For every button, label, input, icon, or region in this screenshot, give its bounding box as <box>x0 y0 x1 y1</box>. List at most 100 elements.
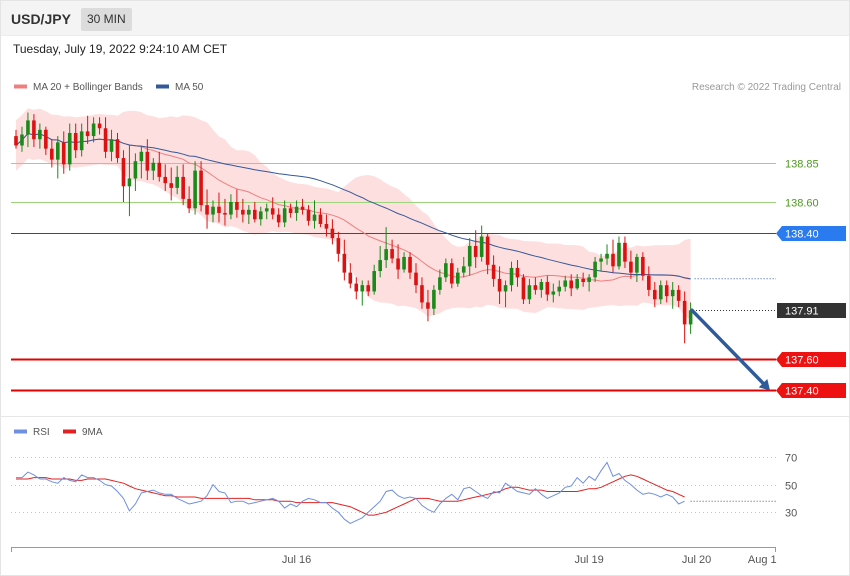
candle-body <box>599 258 603 262</box>
candle-body <box>503 285 508 292</box>
candle-body <box>288 208 293 213</box>
current-price-tag <box>777 303 846 318</box>
candle-body <box>366 285 371 292</box>
candle-body <box>647 275 651 290</box>
candle-body <box>461 266 466 273</box>
candle-body <box>623 242 627 262</box>
level-label-green: 138.60 <box>785 198 819 210</box>
candle-body <box>426 302 430 309</box>
candle-body <box>545 282 550 295</box>
candle-body <box>97 123 102 129</box>
current-price-label: 137.91 <box>785 306 819 318</box>
candle-body <box>300 206 305 210</box>
candle-body <box>121 158 126 187</box>
forecast-arrow-shaft <box>690 308 765 385</box>
candle-body <box>497 278 502 292</box>
candles <box>14 112 693 344</box>
rsi-tick-label: 70 <box>785 453 797 465</box>
x-tick-labels: Jul 16 Jul 19 Jul 20 Aug 1 <box>282 554 777 566</box>
price-levels: 138.85 138.60 138.40 137.91 137.60 137.40 <box>11 159 846 398</box>
candle-body <box>467 245 472 267</box>
candle-body <box>658 285 663 300</box>
rsi-gridlines: 30 50 70 <box>11 453 797 520</box>
candle-body <box>85 131 90 137</box>
price-panel: MA 20 + Bollinger Bands MA 50 Research ©… <box>11 82 846 398</box>
timestamp: Tuesday, July 19, 2022 9:24:10 AM CET <box>13 42 228 56</box>
candle-body <box>73 132 78 151</box>
candle-body <box>115 139 120 159</box>
rsi-legend-label: RSI <box>33 427 50 438</box>
candle-body <box>91 123 96 137</box>
candle-body <box>175 176 179 188</box>
candle-body <box>241 209 245 215</box>
candle-body <box>229 202 233 215</box>
candle-body <box>44 129 48 149</box>
candle-body <box>593 261 597 278</box>
candle-body <box>32 120 36 140</box>
candle-body <box>390 249 394 259</box>
candle-body <box>378 260 382 272</box>
candle-body <box>14 136 18 146</box>
candle-body <box>199 170 203 206</box>
candle-body <box>539 282 544 290</box>
candle-body <box>408 256 412 273</box>
forecast-arrow <box>690 308 770 391</box>
timeframe-button[interactable]: 30 MIN <box>81 8 132 31</box>
ma50-legend-label: MA 50 <box>175 82 204 93</box>
candle-body <box>324 223 329 229</box>
candle-body <box>414 272 418 286</box>
candle-body <box>438 277 442 290</box>
candle-body <box>276 214 281 223</box>
candle-body <box>55 142 60 160</box>
chart-header: USD/JPY 30 MIN <box>1 1 849 36</box>
candle-body <box>444 263 448 278</box>
candle-body <box>139 151 144 162</box>
level-label-red: 137.40 <box>785 386 819 398</box>
candle-body <box>223 212 227 215</box>
rsi-ma-line <box>16 474 685 516</box>
candle-body <box>258 211 263 220</box>
candle-body <box>587 277 591 283</box>
candle-body <box>205 205 209 215</box>
symbol-title: USD/JPY <box>11 11 71 27</box>
rsi-line <box>16 461 685 524</box>
candle-body <box>569 280 574 289</box>
rsi-tick-label: 30 <box>785 508 797 520</box>
candle-body <box>342 253 347 273</box>
ma50-line <box>15 132 691 280</box>
candle-body <box>682 300 687 325</box>
candle-body <box>145 151 150 171</box>
candle-body <box>50 148 54 160</box>
candle-body <box>26 120 30 135</box>
candle-body <box>372 271 376 292</box>
candle-body <box>515 267 520 278</box>
candle-body <box>264 208 269 212</box>
candle-body <box>450 263 454 284</box>
candle-body <box>187 198 191 209</box>
candle-body <box>611 253 615 267</box>
candle-body <box>473 245 478 257</box>
candle-body <box>282 208 287 223</box>
candle-body <box>581 278 585 283</box>
candle-body <box>688 310 693 325</box>
candle-body <box>169 183 174 188</box>
candle-body <box>670 289 675 297</box>
candle-body <box>402 256 406 270</box>
candle-body <box>109 139 114 152</box>
candle-body <box>348 272 353 284</box>
candle-body <box>533 285 538 290</box>
candle-body <box>306 209 311 221</box>
candle-body <box>635 256 639 273</box>
candle-body <box>127 178 132 187</box>
candle-body <box>235 202 239 210</box>
candle-body <box>163 176 168 184</box>
candle-body <box>491 264 496 279</box>
candle-body <box>20 134 24 146</box>
x-axis: Jul 16 Jul 19 Jul 20 Aug 1 <box>11 547 777 566</box>
candle-body <box>157 162 162 177</box>
candle-body <box>485 236 490 265</box>
candle-body <box>641 256 645 276</box>
level-tag-red <box>776 383 846 398</box>
candle-body <box>318 214 323 224</box>
candle-body <box>181 176 185 199</box>
